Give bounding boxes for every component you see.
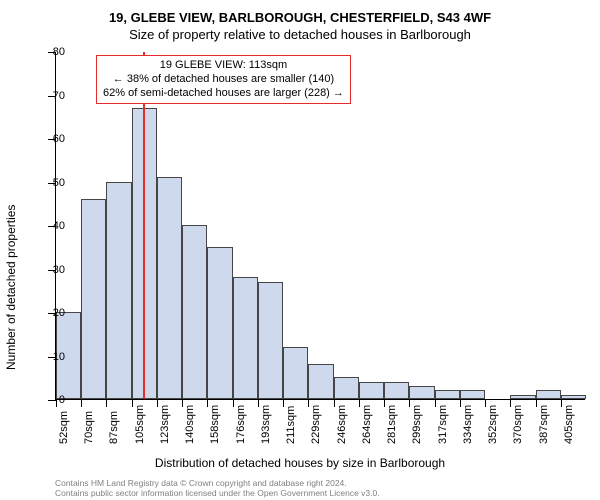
x-tick	[435, 399, 436, 407]
x-tick	[384, 399, 385, 407]
histogram-bar	[460, 390, 485, 399]
y-tick-label: 10	[53, 351, 65, 363]
histogram-bar	[207, 247, 232, 399]
x-tick-label: 264sqm	[361, 405, 373, 444]
y-tick-label: 40	[53, 220, 65, 232]
x-tick-label: 87sqm	[108, 411, 120, 444]
x-tick	[81, 399, 82, 407]
x-tick	[106, 399, 107, 407]
footer-attribution: Contains HM Land Registry data © Crown c…	[55, 478, 380, 498]
histogram-bar	[536, 390, 561, 399]
x-tick-label: 281sqm	[386, 405, 398, 444]
histogram-bar	[233, 277, 258, 399]
x-tick-label: 176sqm	[235, 405, 247, 444]
x-tick	[334, 399, 335, 407]
y-tick-label: 30	[53, 264, 65, 276]
x-tick	[56, 399, 57, 407]
x-tick	[132, 399, 133, 407]
histogram-bar	[182, 225, 207, 399]
histogram-bar	[384, 382, 409, 399]
histogram-bar	[283, 347, 308, 399]
histogram-bar	[409, 386, 434, 399]
y-tick-label: 60	[53, 133, 65, 145]
x-tick	[561, 399, 562, 407]
y-tick-label: 50	[53, 177, 65, 189]
x-tick-label: 370sqm	[512, 405, 524, 444]
y-tick-label: 70	[53, 90, 65, 102]
x-tick	[485, 399, 486, 407]
x-tick-label: 387sqm	[538, 405, 550, 444]
x-tick	[157, 399, 158, 407]
histogram-bar	[359, 382, 384, 399]
x-tick-label: 140sqm	[184, 405, 196, 444]
x-tick	[359, 399, 360, 407]
annotation-box: 19 GLEBE VIEW: 113sqm← 38% of detached h…	[96, 55, 351, 104]
footer-line1: Contains HM Land Registry data © Crown c…	[55, 478, 380, 488]
x-tick-label: 123sqm	[159, 405, 171, 444]
x-tick-label: 70sqm	[83, 411, 95, 444]
histogram-bar	[157, 177, 182, 399]
annotation-line1: 19 GLEBE VIEW: 113sqm	[103, 59, 344, 73]
histogram-bar	[435, 390, 460, 399]
x-tick-label: 193sqm	[260, 405, 272, 444]
y-tick-label: 80	[53, 46, 65, 58]
histogram-bar	[334, 377, 359, 399]
histogram-bar	[510, 395, 535, 399]
x-tick-label: 246sqm	[336, 405, 348, 444]
x-tick-label: 317sqm	[437, 405, 449, 444]
x-tick	[536, 399, 537, 407]
chart-title-address: 19, GLEBE VIEW, BARLBOROUGH, CHESTERFIEL…	[0, 0, 600, 25]
x-tick-label: 334sqm	[462, 405, 474, 444]
annotation-line3: 62% of semi-detached houses are larger (…	[103, 87, 344, 101]
x-tick	[460, 399, 461, 407]
footer-line2: Contains public sector information licen…	[55, 488, 380, 498]
histogram-bar	[106, 182, 131, 400]
plot-area: 19 GLEBE VIEW: 113sqm← 38% of detached h…	[55, 52, 585, 400]
histogram-bar	[308, 364, 333, 399]
x-tick-label: 229sqm	[310, 405, 322, 444]
y-tick-label: 0	[59, 394, 65, 406]
annotation-line2: ← 38% of detached houses are smaller (14…	[103, 73, 344, 87]
x-tick-label: 105sqm	[134, 405, 146, 444]
y-tick	[48, 400, 56, 401]
x-axis-label: Distribution of detached houses by size …	[0, 456, 600, 470]
x-tick-label: 158sqm	[209, 405, 221, 444]
histogram-bar	[81, 199, 106, 399]
histogram-bar	[258, 282, 283, 399]
x-tick-label: 352sqm	[487, 405, 499, 444]
x-tick-label: 52sqm	[58, 411, 70, 444]
x-tick	[283, 399, 284, 407]
histogram-bar	[561, 395, 586, 399]
x-tick-label: 211sqm	[285, 406, 297, 444]
x-tick	[258, 399, 259, 407]
x-tick-label: 405sqm	[563, 405, 575, 444]
x-tick-label: 299sqm	[411, 405, 423, 444]
y-tick-label: 20	[53, 307, 65, 319]
x-tick	[233, 399, 234, 407]
chart-title-subtitle: Size of property relative to detached ho…	[0, 25, 600, 42]
y-axis-label: Number of detached properties	[4, 205, 18, 370]
